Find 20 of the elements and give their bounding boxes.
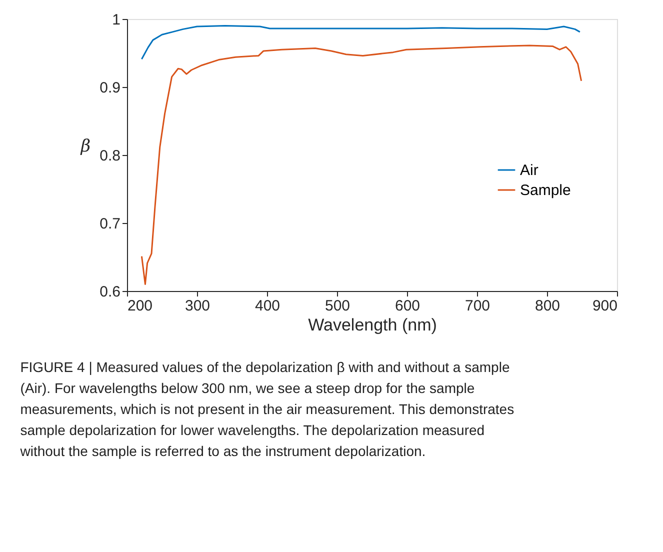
line-series [140,25,581,60]
y-tick-label: 1 [112,12,120,28]
x-tick-label: 300 [184,298,210,314]
caption: FIGURE 4 | Measured values of the depolarization β with and without a sample (Air). For wavelengths below 300 nm, we see a steep drop for the sample measurements, which is not present in the air measurement. This demonstrates sample depolarization for lower wavelengths. The depolarization measured without the sample is referred to as the instrument depolarization. [19,359,514,459]
x-tick-label: 200 [128,298,153,314]
y-tick-label: 0.7 [100,216,120,232]
x-tick-label: 900 [592,298,618,314]
x-axis-title: Wavelength (nm) [308,316,437,334]
line-series [140,44,582,285]
y-tick-label: 0.9 [100,80,120,96]
legend-label: Sample [520,182,571,199]
x-tick-label: 400 [254,298,280,314]
y-tick-label: 0.6 [100,284,120,300]
y-axis-title: β [80,136,91,156]
x-tick-label: 700 [464,298,490,314]
x-tick-label: 800 [534,298,560,314]
x-tick-label: 600 [394,298,420,314]
x-tick-label: 500 [324,298,350,314]
legend-label: Air [520,162,538,179]
y-tick-label: 0.8 [100,148,120,164]
